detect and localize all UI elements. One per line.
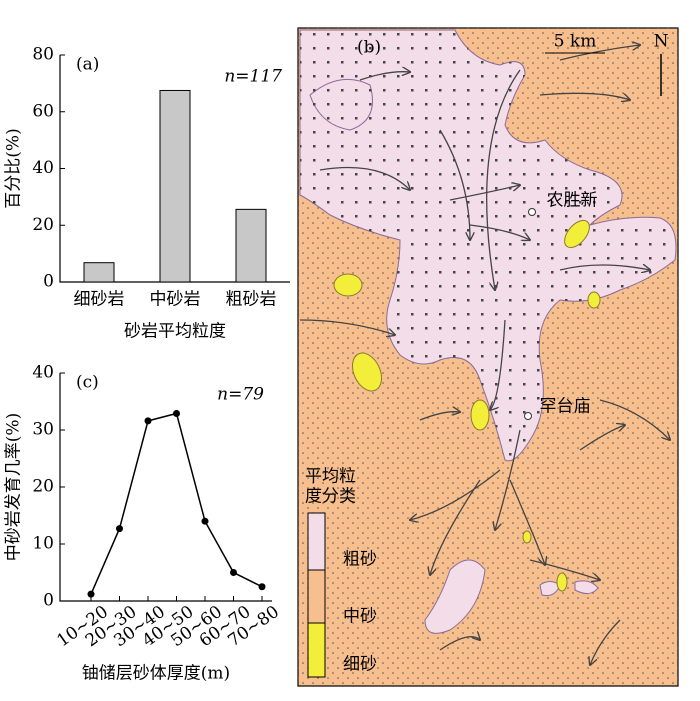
legend-swatch <box>307 569 326 624</box>
legend-label: 粗砂 <box>343 550 377 570</box>
legend-title: 平均粒 <box>305 467 356 487</box>
x-axis-label: 砂岩平均粒度 <box>124 322 226 342</box>
y-tick-label: 40 <box>32 363 54 383</box>
point <box>258 583 266 591</box>
north-label: N <box>654 32 669 52</box>
y-tick-label: 20 <box>32 477 54 497</box>
y-axis-label: 中砂岩发育几率(%) <box>4 413 24 561</box>
place-label: 罕台庙 <box>540 397 591 417</box>
x-axis-label: 铀储层砂体厚度(m) <box>82 664 230 684</box>
n-label: n=117 <box>224 67 282 87</box>
axes <box>59 373 272 602</box>
y-tick-label: 0 <box>43 591 54 611</box>
y-axis-label: 百分比(%) <box>4 128 24 208</box>
coarse-pattern <box>300 30 676 461</box>
point <box>173 409 180 417</box>
flow-arrows <box>299 45 670 665</box>
bar <box>159 89 191 283</box>
point <box>201 517 209 525</box>
map-label: (b) <box>357 38 381 58</box>
legend-title: 度分类 <box>305 487 356 507</box>
y-tick-label: 40 <box>32 158 54 178</box>
annotation: (a) <box>76 55 99 75</box>
line <box>90 412 263 595</box>
x-tick-label: 中砂岩 <box>150 290 201 310</box>
legend-swatch <box>307 622 326 678</box>
y-tick-label: 20 <box>32 215 54 235</box>
point <box>116 525 123 533</box>
fine-sand-areas <box>333 219 601 592</box>
map: (b) 5 km N 农胜新 罕台庙 平均粒 度分类 粗砂 中砂 细砂 <box>297 27 679 687</box>
y-tick-label: 60 <box>32 101 54 121</box>
bar <box>83 262 115 283</box>
annotation: (c) <box>76 373 99 393</box>
place-label: 农胜新 <box>547 191 598 211</box>
wells <box>524 208 536 420</box>
y-tick-label: 80 <box>32 45 54 65</box>
bar <box>235 208 267 283</box>
x-tick-label: 细砂岩 <box>74 290 125 310</box>
y-tick-label: 10 <box>32 534 54 554</box>
n-label: n=79 <box>217 385 264 405</box>
scale-text: 5 km <box>554 32 597 52</box>
point <box>87 590 95 598</box>
legend-swatch <box>307 512 326 571</box>
x-tick-label: 粗砂岩 <box>226 290 277 310</box>
y-tick-label: 0 <box>43 272 54 292</box>
legend-label: 细砂 <box>343 655 377 675</box>
point <box>230 569 237 576</box>
point <box>144 417 152 425</box>
legend-label: 中砂 <box>343 607 377 627</box>
y-tick-label: 30 <box>32 420 54 440</box>
